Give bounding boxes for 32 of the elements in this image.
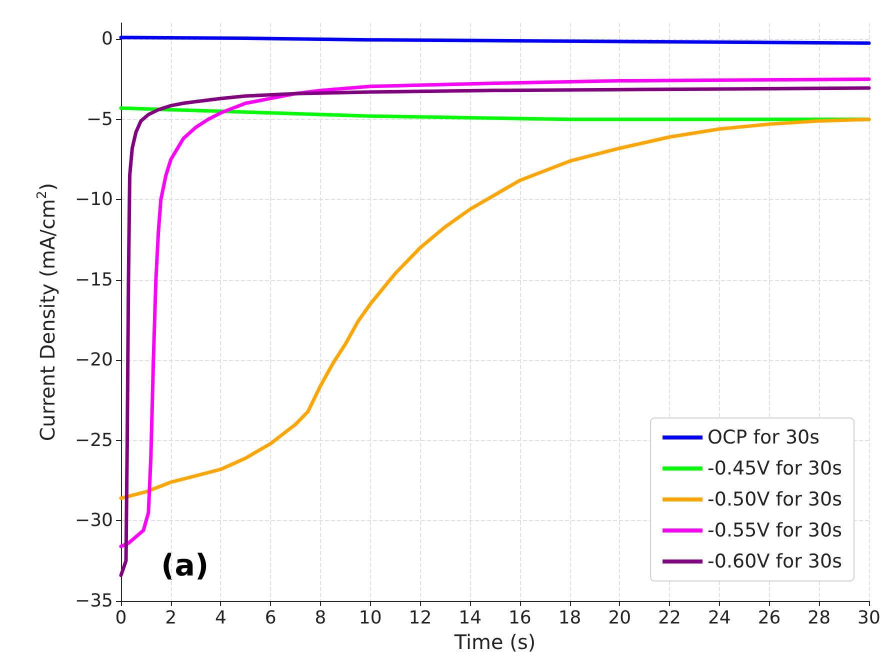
legend-label: -0.60V for 30s — [708, 550, 842, 572]
annotation: (a) — [161, 548, 209, 584]
x-tick-label: 16 — [508, 608, 532, 628]
x-tick-label: 24 — [708, 608, 731, 628]
x-axis-title: Time (s) — [453, 630, 536, 654]
y-tick-label: −30 — [75, 510, 113, 532]
x-tick-label: 0 — [115, 608, 127, 628]
x-tick-label: 8 — [314, 608, 326, 628]
x-tick-label: 20 — [608, 608, 632, 628]
y-tick-label: −35 — [75, 590, 113, 612]
legend-label: -0.55V for 30s — [708, 520, 842, 542]
x-tick-label: 12 — [408, 608, 432, 628]
y-tick-label: −15 — [75, 269, 113, 290]
y-tick-label: −25 — [75, 430, 113, 451]
x-tick-label: 4 — [215, 608, 226, 628]
y-tick-label: −10 — [75, 189, 113, 210]
x-tick-label: 6 — [264, 608, 276, 628]
legend-label: -0.45V for 30s — [708, 458, 842, 480]
x-tick-label: 14 — [458, 608, 482, 628]
y-tick-label: −20 — [75, 350, 113, 371]
x-tick-label: 22 — [658, 608, 681, 628]
x-tick-label: 30 — [858, 608, 880, 628]
x-tick-label: 18 — [558, 608, 582, 628]
x-tick-label: 2 — [165, 608, 177, 628]
y-axis-title: Current Density (mA/cm2) — [35, 182, 60, 442]
x-tick-label: 10 — [358, 608, 382, 628]
legend-label: OCP for 30s — [708, 426, 820, 448]
legend-label: -0.50V for 30s — [708, 488, 842, 510]
x-tick-label: 28 — [808, 608, 831, 628]
y-tick-label: 0 — [102, 28, 113, 50]
y-tick-label: −5 — [86, 108, 113, 130]
x-tick-label: 26 — [758, 608, 781, 628]
